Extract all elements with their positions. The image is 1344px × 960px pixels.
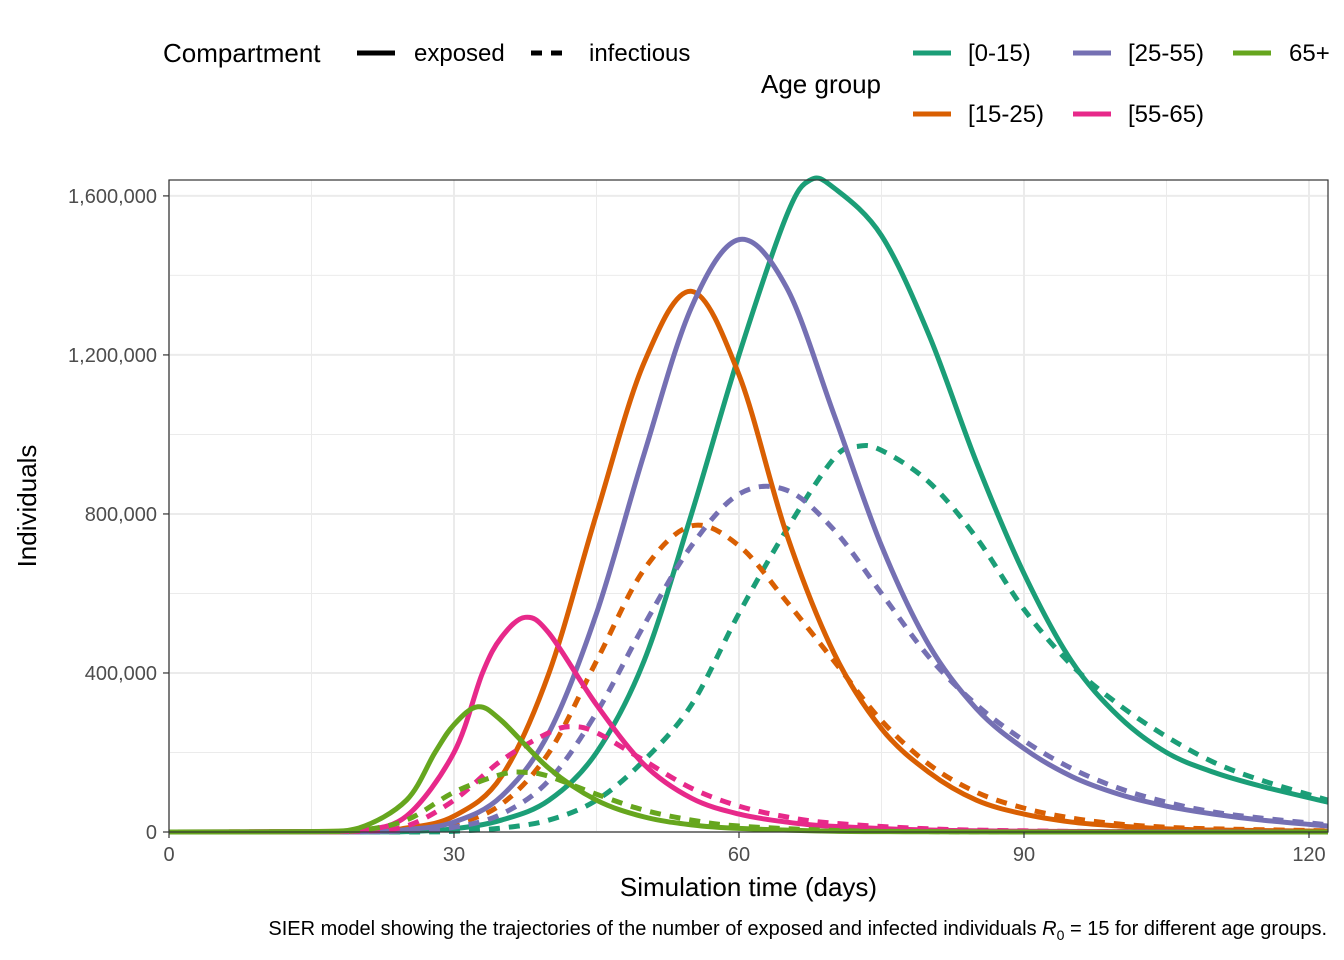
x-tick-label: 30 [443,844,465,866]
legend-age-title: Age group [761,69,881,99]
legend-label-age-25-55: [25-55) [1128,40,1204,67]
x-tick-label: 120 [1292,844,1325,866]
series-line-infectious-55-65 [168,724,1329,835]
y-tick-label: 1,200,000 [68,345,157,367]
y-tick-label: 400,000 [85,663,157,685]
series-layer [168,175,1329,835]
x-tick-label: 60 [728,844,750,866]
y-axis-title: Individuals [12,445,42,568]
series-line-infectious-25-55 [168,483,1329,835]
legend-label-exposed: exposed [414,40,505,67]
legend-age-group: Age group [0-15) [15-25) [25-55) [55-65)… [761,40,1330,128]
series-line-exposed-25-55 [168,236,1329,835]
x-tick-label: 90 [1013,844,1035,866]
legend-label-age-15-25: [15-25) [968,101,1044,128]
y-tick-label: 800,000 [85,504,157,526]
caption-subscript: 0 [1057,927,1065,943]
caption-symbol: R [1042,918,1056,940]
y-tick-label: 0 [146,822,157,844]
plot-panel-border [168,179,1329,833]
x-tick-label: 0 [163,844,174,866]
legend-label-age-65plus: 65+ [1289,40,1330,67]
legend-compartment: Compartment exposed infectious [163,38,690,68]
caption: SIER model showing the trajectories of t… [268,918,1327,943]
legend-compartment-title: Compartment [163,38,321,68]
legend-label-age-0-15: [0-15) [968,40,1031,67]
caption-text-before: SIER model showing the trajectories of t… [268,918,1042,940]
caption-text-after: = 15 for different age groups. [1064,918,1327,940]
legend-label-infectious: infectious [589,40,690,67]
axis-layer: 0 30 60 90 120 0 400,000 800,000 1,200,000 1,600,… [68,186,1326,866]
legend-label-age-55-65: [55-65) [1128,101,1204,128]
series-line-exposed-0-15 [168,175,1329,835]
series-line-exposed-15-25 [168,288,1329,835]
series-line-infectious-0-15 [168,442,1329,835]
x-axis-title: Simulation time (days) [620,872,877,902]
y-tick-label: 1,600,000 [68,186,157,208]
